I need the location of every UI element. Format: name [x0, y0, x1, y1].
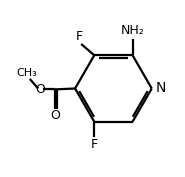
- Text: CH₃: CH₃: [17, 68, 38, 78]
- Text: O: O: [50, 109, 60, 122]
- Text: F: F: [76, 30, 83, 43]
- Text: NH₂: NH₂: [121, 24, 144, 37]
- Text: N: N: [156, 81, 166, 96]
- Text: F: F: [91, 138, 98, 151]
- Text: O: O: [35, 83, 45, 96]
